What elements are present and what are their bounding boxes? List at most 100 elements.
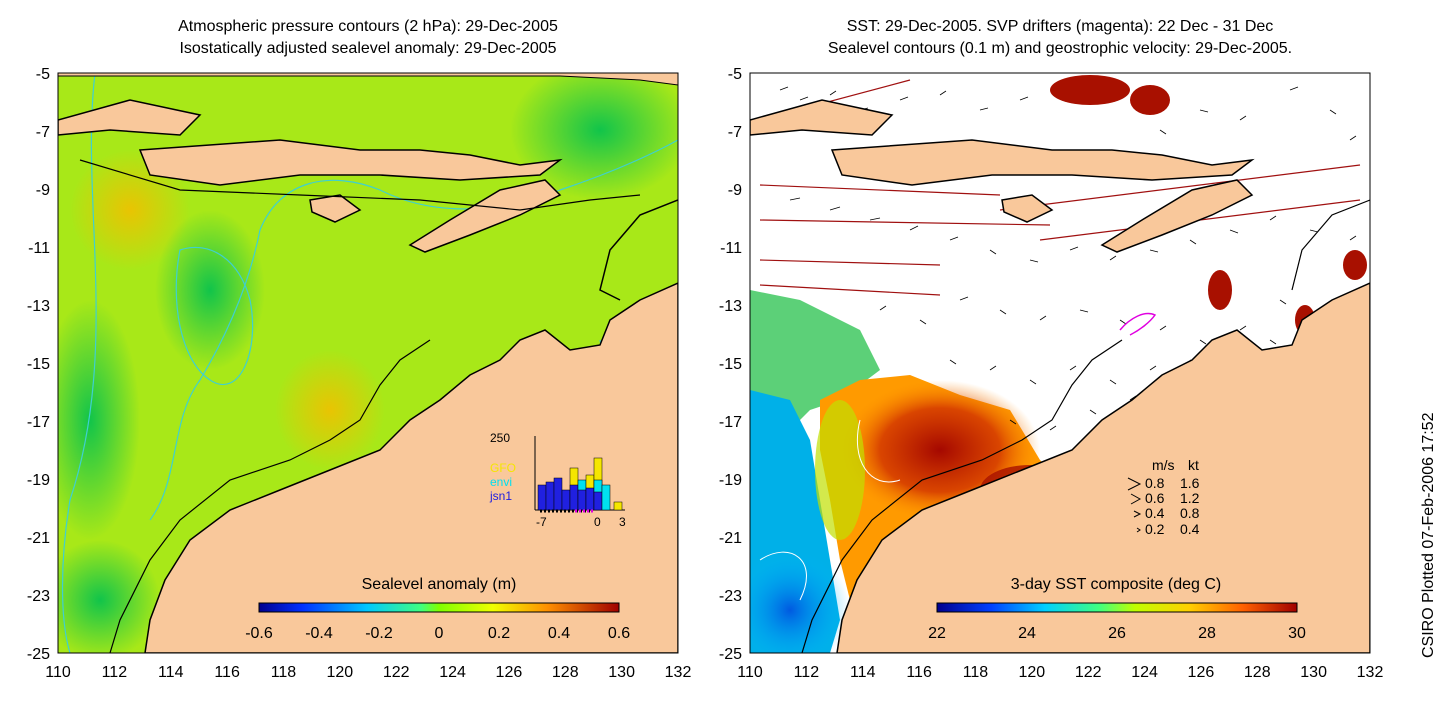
left-colorbar-label: Sealevel anomaly (m) — [362, 576, 517, 593]
left-title-line2: Isostatically adjusted sealevel anomaly:… — [179, 40, 557, 57]
left-colorbar-tick: -0.6 — [245, 625, 273, 642]
left-y-tick-label: -11 — [28, 240, 50, 257]
sst-warm-patch-east — [1343, 250, 1367, 280]
left-map — [58, 73, 678, 653]
left-y-tick-label: -19 — [27, 472, 50, 489]
velocity-legend-kt: 1.6 — [1180, 475, 1200, 491]
right-colorbar-tick: 26 — [1108, 625, 1126, 642]
right-x-tick-label: 120 — [1018, 664, 1045, 681]
left-y-tick-label: -15 — [27, 356, 50, 373]
inset-bar — [537, 484, 547, 511]
right-colorbar-scale — [936, 602, 1298, 613]
shelf-contour — [79, 159, 641, 211]
left-x-tick-label: 112 — [102, 664, 128, 681]
inset-legend-envi: envi — [490, 475, 512, 489]
right-y-tick-label: -5 — [728, 66, 742, 83]
right-x-tick-label: 132 — [1357, 664, 1384, 681]
sla-low-west — [58, 300, 140, 540]
right-colorbar-tick: 30 — [1288, 625, 1306, 642]
sla-low-southwest — [58, 540, 160, 653]
inset-bar — [593, 491, 603, 511]
left-x-tick-label: 132 — [665, 664, 692, 681]
island-sumba — [309, 194, 362, 223]
sst-cold-southwest — [750, 550, 850, 653]
right-y-tick-label: -11 — [720, 240, 742, 257]
velocity-legend-arrow — [1136, 527, 1141, 533]
left-x-tick-label: 116 — [214, 664, 240, 681]
right-y-tick-label: -15 — [719, 356, 742, 373]
sst-warm-north — [1050, 75, 1130, 105]
island-java — [58, 99, 202, 136]
sst-warm-north-2 — [1130, 85, 1170, 115]
left-title-line1: Atmospheric pressure contours (2 hPa): 2… — [178, 18, 558, 35]
left-colorbar-tick: 0.4 — [548, 625, 570, 642]
right-y-tick-label: -7 — [728, 124, 742, 141]
right-x-tick-label: 114 — [850, 664, 876, 681]
inset-bars — [537, 457, 623, 511]
left-x-tick-label: 128 — [552, 664, 579, 681]
right-x-tick-label: 122 — [1075, 664, 1102, 681]
velocity-legend-header-ms: m/s — [1152, 457, 1175, 473]
left-y-tick-label: -17 — [27, 414, 50, 431]
left-x-tick-label: 124 — [439, 664, 466, 681]
inset-ymax-label: 250 — [490, 431, 510, 445]
velocity-legend-ms: 0.8 — [1145, 475, 1165, 491]
velocity-legend-ms: 0.4 — [1145, 505, 1165, 521]
left-colorbar-scale — [258, 602, 620, 613]
left-colorbar: Sealevel anomaly (m) -0.6 -0.4 -0.2 0 0.… — [245, 576, 630, 642]
plot-credit: CSIRO Plotted 07-Feb-2006 17:52 — [1418, 360, 1438, 660]
right-x-tick-label: 128 — [1244, 664, 1271, 681]
left-x-tick-label: 126 — [496, 664, 523, 681]
left-y-tick-label: -23 — [27, 588, 50, 605]
vectors-south — [879, 296, 1327, 345]
sst-warm-edge — [815, 400, 865, 540]
right-colorbar-tick: 22 — [928, 625, 946, 642]
inset-bar — [545, 481, 555, 511]
inset-bar — [569, 484, 579, 511]
right-x-tick-label: 110 — [737, 664, 763, 681]
right-y-tick-label: -19 — [719, 472, 742, 489]
inset-legend-jsn1: jsn1 — [489, 489, 512, 503]
sst-streak — [759, 259, 941, 266]
data-coverage-inset: 250 GFO envi jsn1 -7 0 3 — [489, 431, 626, 529]
left-colorbar-tick: -0.2 — [365, 625, 393, 642]
inset-bar — [585, 487, 595, 511]
inset-bar — [613, 501, 623, 511]
velocity-legend-kt: 0.4 — [1180, 521, 1200, 537]
right-title-line2: Sealevel contours (0.1 m) and geostrophi… — [827, 40, 1293, 57]
left-x-tick-label: 118 — [271, 664, 297, 681]
right-x-tick-label: 126 — [1188, 664, 1215, 681]
sla-high-central — [275, 350, 385, 470]
inset-bar — [577, 489, 587, 511]
island-nusa-tenggara — [138, 139, 563, 186]
inset-bar — [553, 477, 563, 511]
sealevel-contour-right — [759, 419, 901, 601]
sst-streak — [759, 284, 941, 296]
right-title-line1: SST: 29-Dec-2005. SVP drifters (magenta)… — [846, 18, 1274, 35]
left-colorbar-tick: 0 — [435, 625, 444, 642]
right-x-tick-label: 112 — [794, 664, 820, 681]
left-y-tick-label: -13 — [27, 298, 50, 315]
left-y-tick-label: -25 — [27, 646, 50, 663]
velocity-legend-ms: 0.6 — [1145, 490, 1165, 506]
left-x-tick-label: 120 — [326, 664, 353, 681]
right-x-tick-label: 124 — [1131, 664, 1158, 681]
right-y-tick-label: -17 — [719, 414, 742, 431]
island-timor — [408, 179, 562, 253]
inset-x-label-end: 3 — [619, 515, 626, 529]
right-map — [750, 73, 1370, 653]
right-x-tick-label: 130 — [1300, 664, 1327, 681]
left-colorbar-tick: 0.2 — [488, 625, 510, 642]
right-colorbar-label: 3-day SST composite (deg C) — [1011, 576, 1221, 593]
inset-bar — [601, 484, 611, 511]
plot-credit-text: CSIRO Plotted 07-Feb-2006 17:52 — [1420, 412, 1437, 658]
right-colorbar-tick: 24 — [1018, 625, 1036, 642]
left-x-tick-label: 114 — [158, 664, 184, 681]
geostrophic-velocity-vectors — [779, 86, 1357, 431]
sla-low-northeast — [510, 73, 678, 200]
sst-warm-patch — [1208, 270, 1232, 310]
left-x-tick-label: 122 — [383, 664, 410, 681]
sst-streak — [759, 184, 1001, 196]
island-nusa-tenggara — [830, 139, 1255, 186]
